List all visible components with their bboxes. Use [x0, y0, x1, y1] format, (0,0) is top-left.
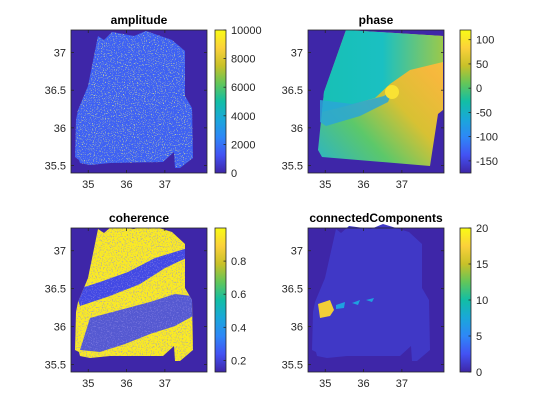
phase-low-band — [320, 90, 393, 126]
colorbar-tick-label: 10000 — [231, 25, 262, 37]
colorbar-tick-label: 0 — [476, 83, 482, 95]
x-tick-label: 36 — [357, 179, 369, 191]
components-image — [312, 224, 430, 361]
coherence-speckle — [75, 228, 193, 361]
phase-hotspot — [385, 85, 399, 99]
y-tick-label: 36 — [291, 123, 303, 135]
y-tick-label: 35.5 — [45, 160, 66, 172]
y-tick-label: 37 — [54, 48, 66, 60]
colorbar-gradient — [215, 228, 226, 372]
colorbar-tick-label: 50 — [476, 59, 488, 71]
y-tick-label: 36.5 — [45, 284, 66, 296]
y-tick-label: 36.5 — [45, 85, 66, 97]
panel-title: phase — [359, 13, 394, 27]
y-tick-label: 36.5 — [282, 284, 303, 296]
x-tick-label: 35 — [82, 378, 94, 390]
phase-image — [318, 30, 443, 166]
y-tick-label: 37 — [291, 48, 303, 60]
axes-frame — [307, 29, 445, 174]
y-tick-label: 36 — [54, 322, 66, 334]
colorbar: 0.2 0.4 0.6 0.8 — [214, 227, 246, 373]
y-tick-label: 37 — [291, 246, 303, 258]
x-tick-label: 37 — [396, 378, 408, 390]
colorbar-gradient — [460, 228, 471, 372]
x-tick-label: 36 — [120, 378, 132, 390]
y-tick-label: 36.5 — [282, 85, 303, 97]
colorbar-tick-label: 0 — [476, 367, 482, 379]
panel-amplitude: amplitude 35 36 37 35.5 36 36.5 37 0 2000 4000 6000… — [45, 13, 262, 191]
panel-title: amplitude — [111, 13, 168, 27]
component-highlight — [318, 300, 334, 318]
colorbar: -150 -100 -50 0 50 100 — [459, 29, 498, 174]
amplitude-speckle — [75, 31, 193, 168]
amplitude-image — [75, 31, 193, 168]
panel-title: connectedComponents — [309, 211, 443, 225]
colorbar-tick-label: 5 — [476, 331, 482, 343]
panel-coherence: coherence 35 36 37 35.5 36 36.5 37 0.2 0.4 0.6 0.8 — [45, 211, 247, 390]
x-tick-label: 35 — [319, 179, 331, 191]
panel-phase: phase 35 36 37 35.5 36 36.5 37 -150 -100 -50 0 50 100 — [282, 13, 498, 191]
x-tick-label: 37 — [159, 378, 171, 390]
x-tick-label: 36 — [357, 378, 369, 390]
colorbar-tick-label: 15 — [476, 259, 488, 271]
colorbar-tick-label: 6000 — [231, 82, 255, 94]
axes-frame — [70, 29, 208, 174]
colorbar-tick-label: -150 — [476, 156, 498, 168]
colorbar-tick-label: -50 — [476, 107, 492, 119]
amplitude-tone — [75, 31, 193, 168]
colorbar-frame — [214, 29, 227, 174]
panel-title: coherence — [109, 211, 169, 225]
axes-frame — [70, 227, 208, 373]
colorbar-tick-label: 100 — [476, 35, 494, 47]
components-footprint — [312, 224, 430, 361]
colorbar-tick-label: 0.2 — [231, 355, 246, 367]
y-tick-label: 37 — [54, 246, 66, 258]
y-tick-label: 36 — [291, 322, 303, 334]
axes-frame — [307, 227, 445, 373]
y-tick-label: 35.5 — [282, 359, 303, 371]
colorbar-tick-label: -100 — [476, 132, 498, 144]
colorbar: 0 5 10 15 20 — [459, 223, 488, 379]
x-tick-label: 35 — [319, 378, 331, 390]
panel-connectedComponents: connectedComponents 35 36 37 35.5 36 36.5 37 0 5 1… — [282, 211, 489, 390]
colorbar-tick-label: 8000 — [231, 54, 255, 66]
colorbar-tick-label: 20 — [476, 223, 488, 235]
colorbar-tick-label: 10 — [476, 295, 488, 307]
colorbar: 0 2000 4000 6000 8000 10000 — [214, 25, 262, 180]
colorbar-tick-label: 4000 — [231, 111, 255, 123]
colorbar-frame — [214, 227, 227, 373]
colorbar-tick-label: 0.8 — [231, 256, 246, 268]
colorbar-tick-label: 0.4 — [231, 322, 246, 334]
colorbar-gradient — [460, 30, 471, 173]
colorbar-tick-label: 0 — [231, 168, 237, 180]
y-tick-label: 35.5 — [45, 359, 66, 371]
colorbar-frame — [459, 29, 472, 174]
y-tick-label: 36 — [54, 123, 66, 135]
coherence-image — [75, 228, 193, 361]
component-small-patches — [336, 298, 374, 309]
x-tick-label: 37 — [396, 179, 408, 191]
colorbar-tick-label: 0.6 — [231, 289, 246, 301]
colorbar-tick-label: 2000 — [231, 139, 255, 151]
y-tick-label: 35.5 — [282, 160, 303, 172]
x-tick-label: 35 — [82, 179, 94, 191]
x-tick-label: 37 — [159, 179, 171, 191]
x-tick-label: 36 — [120, 179, 132, 191]
colorbar-gradient — [215, 30, 226, 173]
phase-upper-band — [322, 30, 443, 112]
